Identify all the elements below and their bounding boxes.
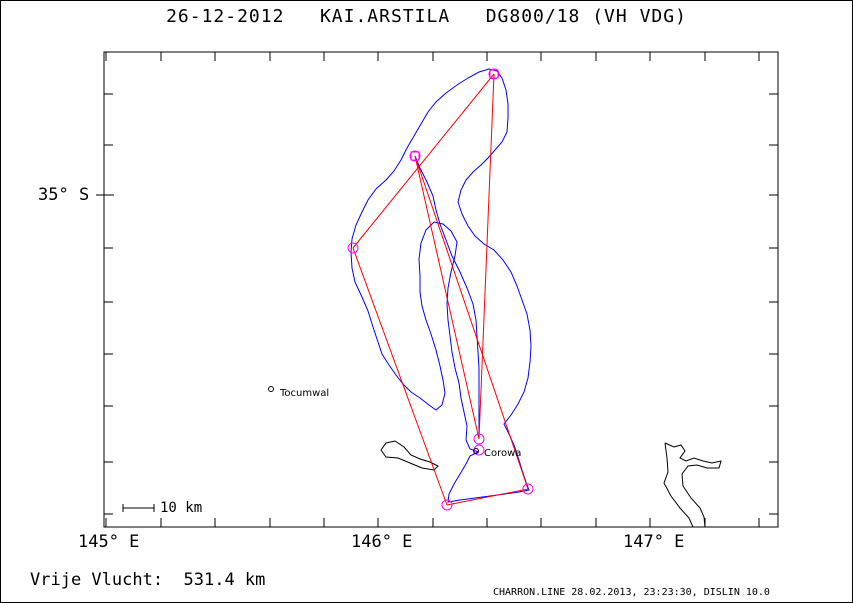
turnpoint-1 xyxy=(488,68,500,80)
lon-label-147e: 147° E xyxy=(623,532,685,552)
murray-river xyxy=(663,442,722,528)
turnpoint-2 xyxy=(409,150,421,162)
turnpoint-4 xyxy=(441,499,453,511)
turnpoint-markers xyxy=(347,68,534,511)
lon-label-146e: 146° E xyxy=(351,532,413,552)
pilot-name: KAI.ARSTILA xyxy=(319,6,451,27)
scale-bar xyxy=(122,504,155,512)
tocumwal-marker xyxy=(268,386,274,392)
task-lines xyxy=(352,73,529,506)
tocumwal-label: Tocumwal xyxy=(280,388,330,399)
flight-date: 26-12-2012 xyxy=(166,6,285,27)
river-outline xyxy=(380,440,439,471)
corowa-label: Corowa xyxy=(484,448,522,459)
free-flight-distance: Vrije Vlucht: 531.4 km xyxy=(30,570,266,590)
corowa-marker xyxy=(473,448,479,454)
plot-frame xyxy=(103,51,779,528)
turnpoint-2-square xyxy=(410,151,420,161)
lat-label-35s: 35° S xyxy=(38,185,90,205)
map-title: 26-12-2012 KAI.ARSTILA DG800/18 (VH VDG) xyxy=(0,6,853,27)
glider-id: DG800/18 (VH VDG) xyxy=(485,6,687,27)
turnpoint-6 xyxy=(473,433,485,445)
flight-track xyxy=(350,68,532,503)
scale-label: 10 km xyxy=(160,500,203,516)
tick-marks xyxy=(96,52,778,527)
turnpoint-3 xyxy=(347,242,359,254)
turnpoint-5 xyxy=(522,483,534,495)
turnpoint-1-square xyxy=(489,69,499,79)
lon-label-145e: 145° E xyxy=(78,532,140,552)
credit-line: CHARRON.LINE 28.02.2013, 23:23:30, DISLI… xyxy=(493,587,770,598)
